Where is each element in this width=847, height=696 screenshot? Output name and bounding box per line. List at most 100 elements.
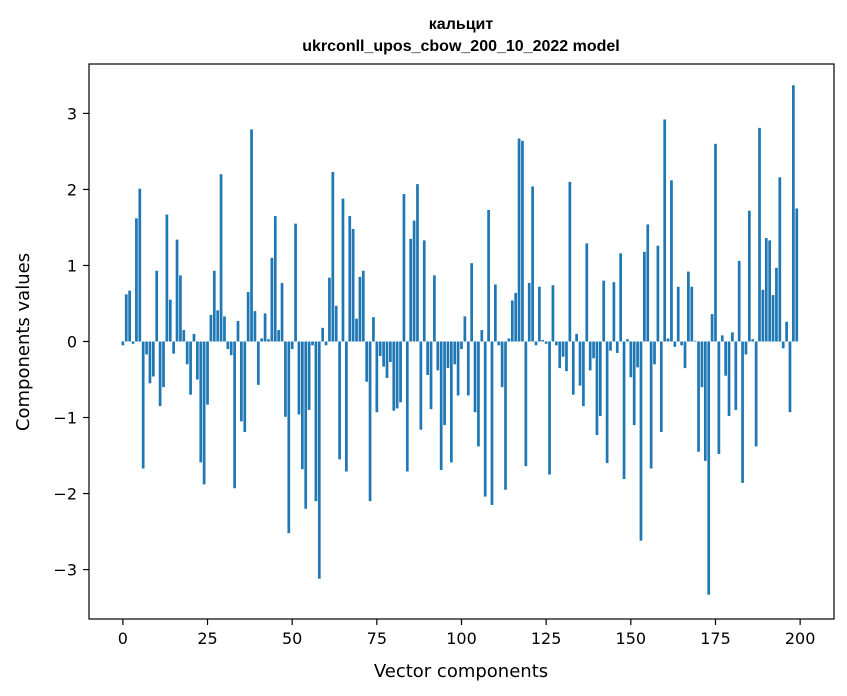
bar [385,341,389,378]
y-axis-label: Components values [13,253,34,431]
bar [151,341,155,377]
bar [128,290,131,342]
bar [409,238,413,342]
chart-subtitle: ukrconll_upos_cbow_200_10_2022 model [302,38,619,55]
bar [314,341,318,502]
bar [480,330,484,342]
bar [700,341,704,388]
bar [676,286,680,342]
bar [639,341,643,541]
bar [602,280,606,342]
y-tick-label: −2 [53,485,77,504]
bar [497,341,501,346]
bar [131,341,135,344]
bar [267,339,270,342]
bar [355,318,358,342]
bar [358,276,362,342]
bar [165,214,169,342]
bar [449,341,453,463]
bar [795,208,799,342]
bar [785,321,788,342]
bar [781,341,785,349]
bar [561,341,565,357]
bar [202,341,206,485]
bar [724,341,727,376]
bar [229,341,233,356]
bar [595,341,599,436]
bar [714,143,717,342]
bar [189,341,192,395]
bar [514,292,518,342]
bar [463,316,467,342]
bar [273,216,277,342]
x-tick-label: 175 [700,629,731,648]
bar [185,341,189,365]
bar [494,284,497,342]
bar [172,341,176,354]
y-tick-label: 2 [67,180,77,199]
bar [162,341,165,388]
bar [626,339,629,342]
bar [307,341,311,410]
y-tick-label: 0 [67,333,77,352]
bar [277,330,280,342]
bar [507,338,511,342]
bar [304,341,308,509]
bar [751,339,755,342]
x-tick-label: 0 [118,629,128,648]
bar [378,341,382,356]
bar [771,295,775,342]
bar [206,341,209,405]
bar [548,341,551,475]
bar [609,341,612,351]
bar [436,341,440,371]
y-tick-label: 1 [67,256,77,275]
bar [653,341,656,365]
bar [280,282,284,342]
bar [792,85,795,342]
bar [179,275,182,342]
bar [741,341,744,483]
x-axis-label: Vector components [374,661,548,682]
bar [317,341,321,579]
bar [290,341,294,350]
bar [382,341,385,367]
bar [541,339,545,342]
bar [527,282,531,342]
y-tick-label: −1 [53,409,77,428]
bar [646,224,650,342]
bar [619,253,623,342]
bar [693,340,697,342]
x-axis-ticks: 0 25 50 75 100 125 150 175 200 [118,619,815,648]
bar [578,341,582,386]
x-tick-label: 75 [367,629,387,648]
bar [294,223,297,342]
bar [629,341,633,378]
bar [287,341,291,534]
bar [754,341,758,447]
bar [246,292,250,342]
y-axis-ticks: −3 −2 −1 0 1 2 3 [53,104,89,580]
bar [300,341,304,470]
bar [182,330,186,342]
bar [453,341,457,365]
bar [226,341,230,350]
bar [460,341,463,350]
bar [439,341,443,470]
bar [426,341,429,375]
bar [568,181,572,342]
bar [175,239,179,342]
bar [534,341,538,346]
bar [223,316,226,342]
bar [531,186,534,342]
bar [158,341,162,407]
bar [412,220,416,342]
bar [348,216,352,342]
bar [768,240,772,342]
bar [196,341,199,380]
bar [683,341,687,369]
bar [416,184,419,342]
bar [456,341,460,396]
bar [778,177,782,342]
bar [402,194,406,342]
